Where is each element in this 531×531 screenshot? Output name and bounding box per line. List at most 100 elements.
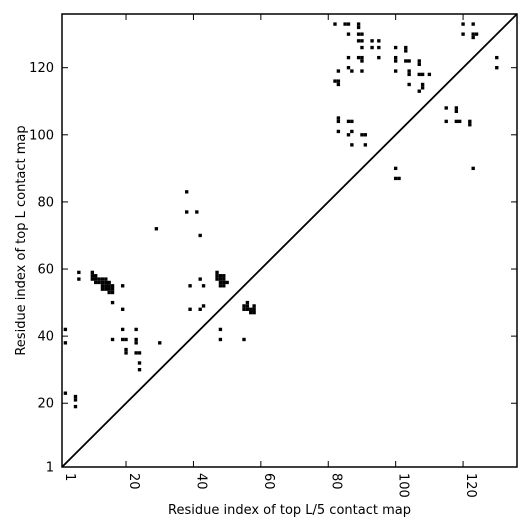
contact-point bbox=[94, 280, 98, 285]
contact-point bbox=[158, 341, 162, 345]
contact-point bbox=[218, 327, 223, 332]
contact-point bbox=[393, 166, 398, 171]
contact-point bbox=[468, 119, 472, 124]
contact-point bbox=[77, 270, 81, 275]
contact-point bbox=[336, 119, 341, 124]
x-axis-label: Residue index of top L/5 contact map bbox=[168, 503, 411, 518]
contact-point bbox=[137, 351, 142, 355]
y-tick-label: 80 bbox=[37, 195, 54, 210]
contact-point bbox=[124, 351, 128, 355]
contact-point bbox=[360, 32, 364, 36]
contact-point bbox=[222, 284, 226, 288]
contact-point bbox=[222, 277, 226, 281]
contact-point bbox=[201, 304, 206, 308]
contact-point bbox=[407, 82, 411, 87]
contact-point bbox=[444, 119, 448, 124]
contact-point bbox=[427, 72, 432, 77]
y-tick-label: 40 bbox=[37, 330, 54, 345]
contact-point bbox=[393, 55, 398, 60]
contact-point bbox=[363, 143, 368, 147]
contact-point bbox=[100, 280, 105, 285]
contact-point bbox=[218, 280, 223, 285]
contact-point bbox=[185, 190, 189, 194]
contact-point bbox=[218, 274, 223, 278]
contact-point bbox=[356, 55, 361, 60]
contact-point bbox=[104, 287, 108, 291]
contact-point bbox=[63, 327, 68, 332]
contact-point bbox=[343, 22, 347, 26]
contact-point bbox=[444, 106, 448, 110]
contact-point bbox=[407, 72, 411, 77]
contact-point bbox=[249, 310, 253, 315]
contact-point bbox=[134, 341, 138, 345]
contact-point bbox=[360, 55, 364, 60]
contact-point bbox=[360, 39, 364, 43]
x-tick-label: 40 bbox=[193, 473, 208, 490]
contact-point bbox=[120, 327, 125, 332]
contact-point bbox=[94, 274, 98, 278]
contact-point bbox=[215, 274, 219, 278]
contact-point bbox=[90, 277, 95, 281]
contact-point bbox=[336, 82, 341, 87]
contact-point bbox=[137, 368, 142, 372]
contact-point bbox=[104, 284, 108, 288]
contact-point bbox=[198, 277, 202, 281]
contact-point bbox=[333, 79, 337, 83]
contact-point bbox=[420, 82, 425, 87]
contact-point bbox=[417, 89, 421, 93]
y-tick-label: 60 bbox=[37, 263, 54, 278]
contact-point bbox=[63, 341, 68, 345]
contact-point bbox=[336, 129, 341, 134]
contact-point bbox=[346, 55, 351, 60]
contact-point bbox=[336, 116, 341, 120]
x-tick-label: 100 bbox=[396, 473, 411, 498]
contact-point bbox=[245, 300, 250, 305]
contact-point bbox=[188, 284, 192, 288]
contact-point bbox=[377, 45, 381, 50]
contact-point bbox=[188, 307, 192, 311]
contact-point bbox=[218, 337, 223, 342]
contact-point bbox=[397, 176, 401, 181]
contact-point bbox=[454, 119, 459, 124]
contact-point bbox=[120, 284, 125, 288]
y-tick-label: 1 bbox=[46, 461, 54, 476]
contact-point bbox=[137, 361, 142, 365]
contact-point bbox=[90, 270, 95, 275]
contact-point bbox=[356, 22, 361, 26]
contact-point bbox=[100, 284, 105, 288]
contact-point bbox=[249, 307, 253, 311]
contact-point bbox=[222, 274, 226, 278]
plot-frame bbox=[61, 13, 518, 468]
contact-point bbox=[124, 347, 128, 352]
y-axis-label: Residue index of top L contact map bbox=[14, 125, 29, 355]
contact-point bbox=[120, 337, 125, 342]
contact-point bbox=[495, 66, 499, 70]
contact-point bbox=[242, 307, 246, 311]
contact-point bbox=[363, 133, 368, 137]
contact-point bbox=[242, 304, 246, 308]
y-tick-label: 100 bbox=[29, 128, 54, 143]
contact-point bbox=[245, 304, 250, 308]
contact-point bbox=[468, 123, 472, 127]
contact-point bbox=[407, 69, 411, 73]
contact-point bbox=[134, 337, 138, 342]
contact-point bbox=[346, 22, 351, 26]
contact-point bbox=[404, 59, 408, 63]
x-tick-label: 120 bbox=[463, 473, 478, 498]
contact-point bbox=[333, 22, 337, 26]
contact-point bbox=[77, 277, 81, 281]
contact-point bbox=[454, 109, 459, 113]
contact-point bbox=[356, 25, 361, 30]
contact-point bbox=[471, 22, 475, 26]
contact-point bbox=[218, 277, 223, 281]
contact-point bbox=[346, 66, 351, 70]
contact-point bbox=[218, 284, 223, 288]
contact-point bbox=[393, 45, 398, 50]
contact-point bbox=[245, 307, 250, 311]
contact-point bbox=[356, 32, 361, 36]
contact-point bbox=[73, 394, 78, 399]
contact-point bbox=[350, 119, 354, 124]
contact-point bbox=[201, 284, 206, 288]
y-tick-label: 20 bbox=[37, 397, 54, 412]
contact-point bbox=[154, 227, 159, 231]
